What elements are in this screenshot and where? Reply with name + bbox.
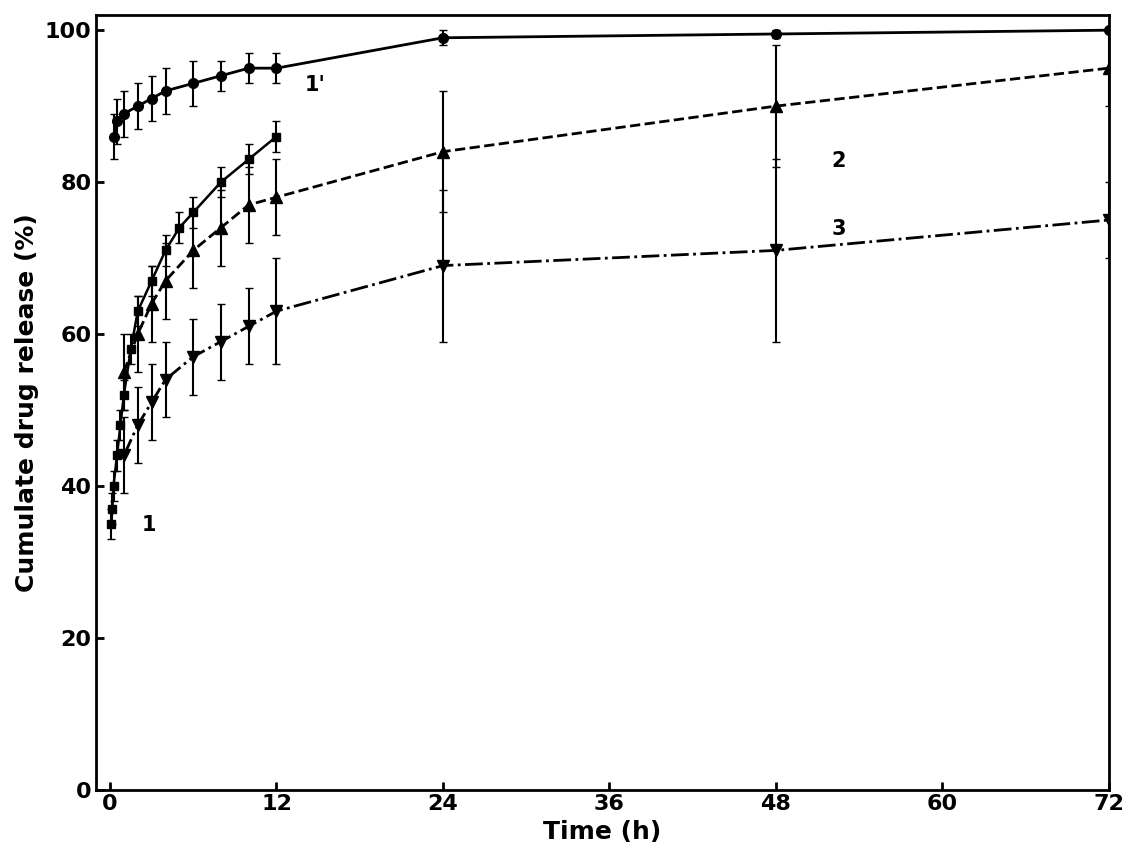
Y-axis label: Cumulate drug release (%): Cumulate drug release (%) xyxy=(15,213,39,592)
Text: 3: 3 xyxy=(831,219,845,239)
X-axis label: Time (h): Time (h) xyxy=(543,820,662,844)
Text: 2: 2 xyxy=(831,151,845,171)
Text: 1: 1 xyxy=(142,515,156,535)
Text: 1': 1' xyxy=(304,75,325,95)
